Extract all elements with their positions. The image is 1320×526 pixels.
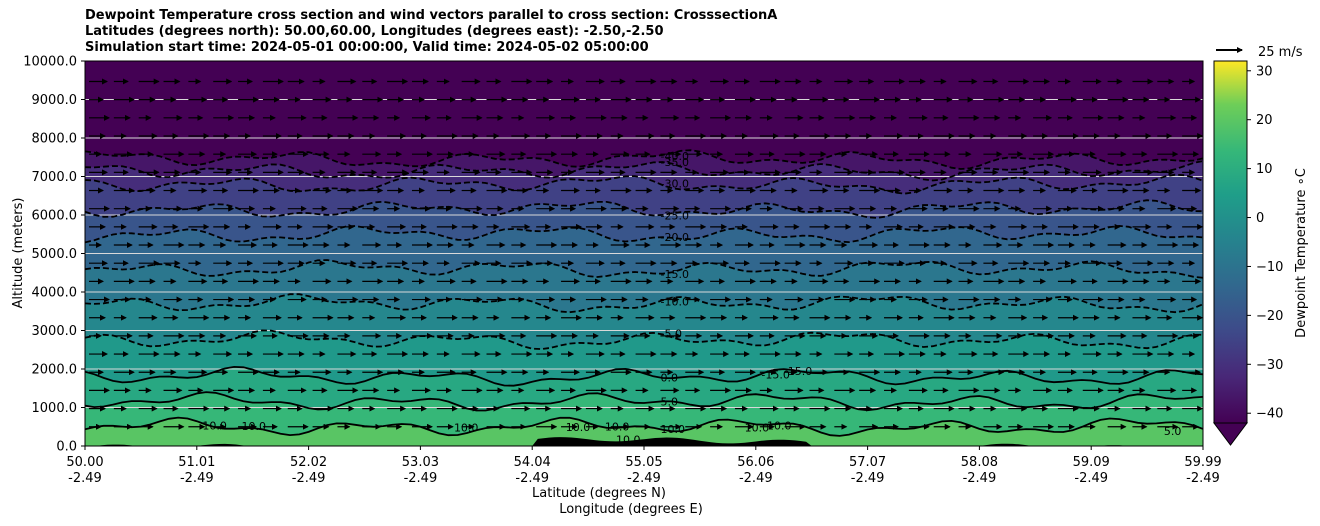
x-tick-label-lon-7: -2.49 — [851, 471, 885, 486]
x-tick-label-lat-1: 51.01 — [178, 455, 215, 470]
quiver-key-label: 25 m/s — [1258, 45, 1303, 60]
x-tick-label-lat-9: 59.09 — [1073, 455, 1110, 470]
x-tick-label-lon-6: -2.49 — [739, 471, 773, 486]
colorbar-tick-label-5: −20 — [1256, 309, 1283, 324]
x-tick-label-lat-2: 52.02 — [290, 455, 327, 470]
contour-label-0.0: 0.0 — [661, 371, 679, 384]
x-axis: 50.00-2.4951.01-2.4952.02-2.4953.03-2.49… — [66, 446, 1222, 486]
contour-label-extra-9: -15.0 — [784, 365, 812, 378]
title-line-1: Dewpoint Temperature cross section and w… — [85, 8, 778, 23]
contour-line--25.0 — [85, 199, 1203, 219]
y-tick-label-4: 4000.0 — [32, 286, 78, 301]
contour-line--20.0 — [85, 224, 1203, 244]
quiver-key: 25 m/s — [1216, 45, 1303, 60]
contour-label-extra-6: 10.0 — [767, 419, 792, 432]
x-tick-label-lon-8: -2.49 — [963, 471, 997, 486]
contour-label--25.0: -25.0 — [661, 209, 689, 222]
terrain-fill — [85, 437, 1203, 446]
contour-label-extra-8: -15.0 — [761, 369, 789, 382]
colorbar-tick-label-7: −40 — [1256, 407, 1283, 422]
x-tick-label-lat-8: 58.08 — [961, 455, 998, 470]
colorbar: 30 20 10 0 −10 −20 −30 −40 Dewpoint Temperature… — [1213, 60, 1309, 446]
contour-label--30.0: -30.0 — [661, 177, 689, 190]
chart-title: Dewpoint Temperature cross section and w… — [85, 8, 777, 56]
x-tick-label-lat-5: 55.05 — [625, 455, 662, 470]
colorbar-extend-triangle — [1213, 422, 1248, 446]
colorbar-label: Dewpoint Temperature ∘C — [1294, 168, 1309, 338]
y-tick-label-6: 6000.0 — [32, 209, 78, 224]
contour-label--35.0: -35.0 — [661, 156, 689, 169]
band-below-10.0 — [85, 417, 1203, 446]
terrain-silhouette — [85, 437, 1203, 446]
colorbar-fill — [1213, 60, 1248, 424]
y-tick-label-5: 5000.0 — [32, 247, 78, 262]
contour-label-10.0: 10.0 — [661, 423, 686, 436]
title-line-2: Latitudes (degrees north): 50.00,60.00, … — [85, 24, 664, 39]
y-tick-label-1: 1000.0 — [32, 401, 78, 416]
y-tick-label-9: 9000.0 — [32, 93, 78, 108]
x-tick-label-lon-1: -2.49 — [180, 471, 214, 486]
contour-label-extra-1: 10.0 — [242, 420, 267, 433]
contour-label--40.0: -40.0 — [661, 150, 689, 163]
contour-label-extra-5: 10.0 — [616, 434, 641, 447]
contour-line--35.0 — [85, 160, 1203, 182]
contour-label-extra-0: 10.0 — [202, 419, 227, 432]
colorbar-tick-label-2: 10 — [1256, 162, 1273, 177]
contour-line--5.0 — [85, 329, 1203, 351]
contour-label-extra-2: 10.0 — [454, 421, 479, 434]
contour-label-extra-7: 10.0 — [745, 421, 770, 434]
contour-labels: -40.0-35.0 -30.0 -25.0 -20.0 -15.0 -10.0 -5.0 0… — [202, 150, 1182, 447]
colorbar-tick-label-6: −30 — [1256, 358, 1283, 373]
contour-label--5.0: -5.0 — [661, 328, 682, 341]
x-tick-label-lon-2: -2.49 — [292, 471, 326, 486]
contour-line--15.0 — [85, 259, 1203, 279]
contour-label-extra-10: 5.0 — [1164, 425, 1182, 438]
x-tick-label-lat-10: 59.99 — [1184, 455, 1221, 470]
y-axis-label: Altitude (meters) — [11, 198, 26, 309]
contour-label-5.0: 5.0 — [661, 396, 679, 409]
x-tick-label-lat-4: 54.04 — [514, 455, 551, 470]
x-tick-label-lat-7: 57.07 — [849, 455, 886, 470]
title-line-3: Simulation start time: 2024-05-01 00:00:… — [85, 40, 649, 55]
y-tick-label-3: 3000.0 — [32, 324, 78, 339]
colorbar-tick-label-0: 30 — [1256, 64, 1273, 79]
x-tick-label-lat-0: 50.00 — [66, 455, 103, 470]
x-tick-label-lon-9: -2.49 — [1074, 471, 1108, 486]
contour-line-5.0 — [85, 391, 1203, 412]
x-tick-label-lon-4: -2.49 — [515, 471, 549, 486]
x-axis-label-longitude: Longitude (degrees E) — [559, 502, 703, 517]
colorbar-tick-label-3: 0 — [1256, 211, 1264, 226]
y-axis: 0.0 1000.0 2000.0 3000.0 4000.0 5000.0 6000.0 7… — [23, 55, 85, 455]
contour-label--20.0: -20.0 — [661, 231, 689, 244]
contour-line--30.0 — [85, 173, 1203, 195]
colorbar-ticks: 30 20 10 0 −10 −20 −30 −40 — [1247, 64, 1283, 422]
contour-label--10.0: -10.0 — [661, 296, 689, 309]
wind-vectors — [89, 78, 1203, 430]
x-tick-label-lon-5: -2.49 — [627, 471, 661, 486]
y-tick-label-10: 10000.0 — [23, 55, 77, 70]
colorbar-tick-label-1: 20 — [1256, 113, 1273, 128]
contour-label-extra-4: 10.0 — [605, 421, 630, 434]
x-tick-label-lat-6: 56.06 — [737, 455, 774, 470]
x-tick-label-lon-10: -2.49 — [1186, 471, 1220, 486]
x-axis-label-latitude: Latitude (degrees N) — [532, 486, 666, 501]
x-tick-label-lon-3: -2.49 — [404, 471, 438, 486]
y-tick-label-0: 0.0 — [56, 440, 77, 455]
contour-label-extra-3: 10.0 — [566, 421, 591, 434]
x-tick-label-lat-3: 53.03 — [402, 455, 439, 470]
contour-label--15.0: -15.0 — [661, 268, 689, 281]
y-tick-label-7: 7000.0 — [32, 170, 78, 185]
horizontal-gridlines — [85, 99, 1203, 408]
y-tick-label-8: 8000.0 — [32, 132, 78, 147]
contour-line--40.0 — [85, 149, 1203, 170]
x-tick-label-lon-0: -2.49 — [68, 471, 102, 486]
y-tick-label-2: 2000.0 — [32, 363, 78, 378]
colorbar-tick-label-4: −10 — [1256, 260, 1283, 275]
plot-area: -40.0-35.0 -30.0 -25.0 -20.0 -15.0 -10.0 -5.0 0… — [85, 61, 1203, 447]
